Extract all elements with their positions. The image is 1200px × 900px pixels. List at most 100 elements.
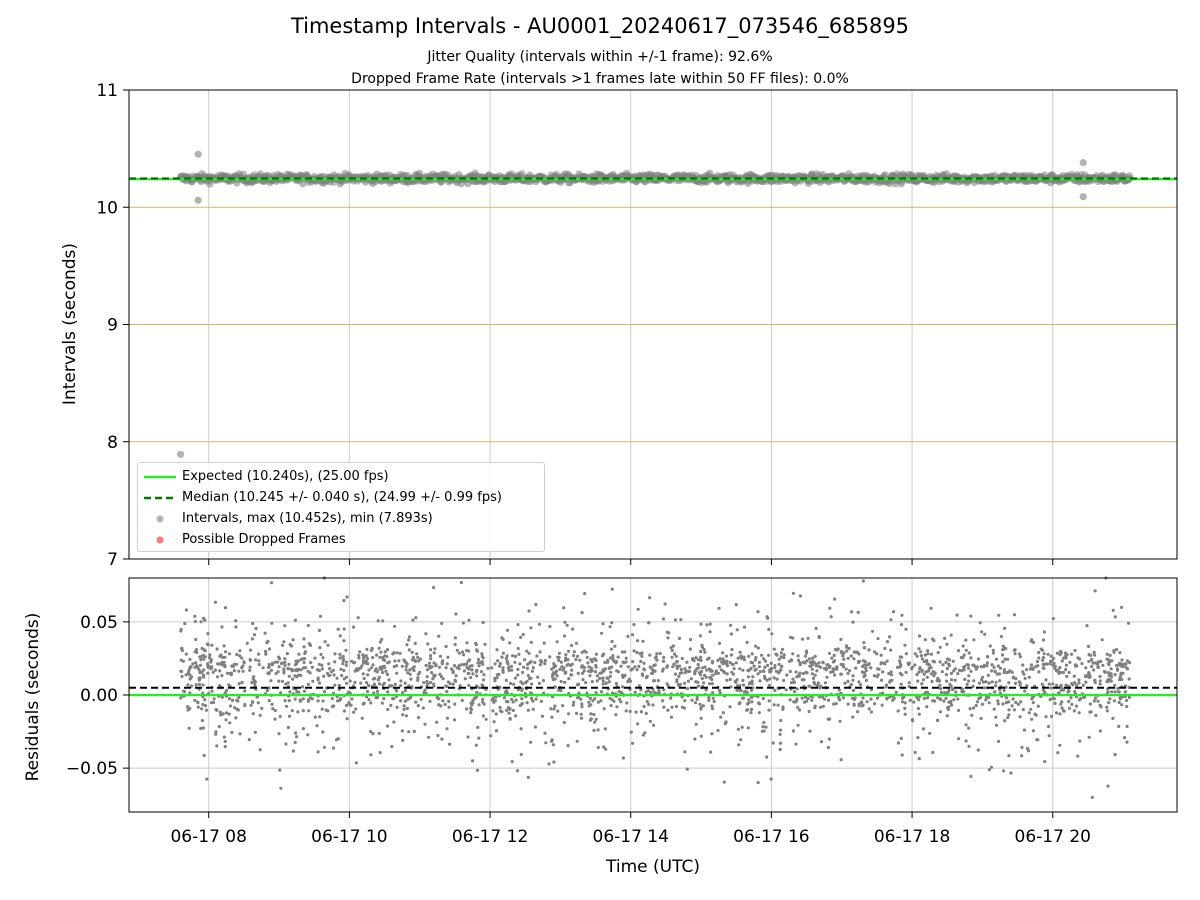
residual-point — [342, 677, 346, 681]
residual-point — [952, 698, 956, 702]
residual-point — [219, 653, 223, 657]
residual-point — [864, 678, 869, 683]
residual-point — [679, 618, 683, 622]
residual-point — [180, 674, 184, 679]
residual-point — [210, 689, 214, 693]
residual-point — [209, 660, 213, 664]
residual-point — [712, 699, 716, 704]
residual-point — [922, 696, 927, 701]
residual-point — [704, 675, 708, 679]
residual-point — [1090, 664, 1094, 669]
residual-point — [238, 732, 242, 736]
residual-point — [805, 699, 809, 703]
residual-point — [520, 701, 524, 706]
residual-point — [989, 765, 994, 769]
residual-point — [441, 699, 445, 703]
residual-point — [754, 655, 758, 660]
residual-point — [1065, 674, 1069, 679]
residual-point — [559, 660, 564, 664]
residual-point — [792, 680, 796, 685]
residual-point — [369, 753, 373, 757]
residual-point — [459, 580, 463, 585]
residual-point — [280, 643, 285, 647]
residual-point — [1031, 640, 1036, 645]
residual-point — [269, 668, 274, 672]
residual-point — [407, 648, 411, 652]
residual-point — [224, 711, 229, 715]
residual-point — [699, 716, 703, 720]
residual-point — [938, 645, 942, 649]
residual-point — [661, 667, 665, 671]
residual-point — [1002, 668, 1007, 672]
residual-point — [1047, 734, 1051, 738]
residual-point — [964, 638, 968, 642]
residual-point — [379, 650, 383, 654]
residual-point — [557, 651, 562, 655]
residual-point — [316, 678, 320, 682]
legend-expected-line-swatch — [144, 475, 176, 479]
residual-point — [477, 686, 482, 690]
residual-point — [550, 738, 554, 742]
residual-point — [925, 705, 929, 709]
residual-point — [1090, 795, 1094, 800]
residual-point — [386, 690, 390, 694]
residual-point — [762, 720, 766, 725]
residual-point — [853, 650, 858, 654]
residual-point — [316, 750, 320, 754]
residual-point — [782, 653, 786, 657]
residual-point — [414, 700, 418, 704]
residual-point — [550, 675, 555, 679]
residual-point — [306, 623, 310, 628]
residual-point — [1013, 652, 1017, 656]
residual-point — [1044, 715, 1048, 719]
residual-point — [1093, 696, 1098, 700]
residual-point — [943, 690, 947, 695]
residual-point — [875, 696, 880, 700]
residual-point — [875, 675, 879, 679]
residual-point — [459, 663, 463, 667]
residual-point — [563, 620, 567, 624]
legend-entry-median: Median (10.245 +/- 0.040 s), (24.99 +/- … — [138, 488, 544, 508]
residual-point — [543, 658, 547, 663]
residual-point — [336, 699, 340, 703]
residual-point — [218, 669, 222, 673]
residual-point — [730, 662, 734, 667]
residual-point — [323, 640, 327, 644]
residual-point — [850, 610, 854, 614]
residual-point — [306, 682, 310, 687]
residual-point — [1004, 646, 1008, 651]
residual-point — [864, 669, 868, 673]
residual-point — [824, 668, 828, 672]
residual-point — [1113, 615, 1117, 619]
residual-point — [444, 644, 448, 649]
residual-point — [729, 632, 734, 636]
residual-point — [969, 656, 973, 660]
legend-expected-label: Expected (10.240s), (25.00 fps) — [182, 469, 389, 484]
residual-point — [1051, 682, 1055, 686]
residual-point — [513, 660, 517, 664]
residual-point — [985, 664, 989, 668]
residual-point — [287, 714, 292, 718]
residual-point — [339, 696, 343, 701]
residual-point — [848, 669, 852, 673]
residual-point — [194, 637, 198, 642]
residual-point — [498, 664, 502, 668]
residual-point — [841, 696, 846, 700]
residual-point — [924, 670, 928, 674]
residual-point — [593, 657, 597, 661]
residual-point — [765, 755, 769, 759]
residual-point — [465, 641, 469, 645]
residual-point — [422, 681, 426, 685]
residual-point — [608, 625, 612, 629]
residual-point — [710, 704, 714, 708]
residual-point — [758, 679, 762, 683]
residual-point — [1020, 745, 1024, 750]
residual-point — [598, 676, 602, 681]
residual-point — [269, 679, 273, 683]
residual-point — [900, 700, 905, 704]
residual-point — [551, 678, 555, 682]
residual-point — [795, 687, 799, 691]
residual-point — [697, 666, 701, 670]
residual-point — [899, 682, 903, 686]
residual-point — [234, 619, 238, 623]
